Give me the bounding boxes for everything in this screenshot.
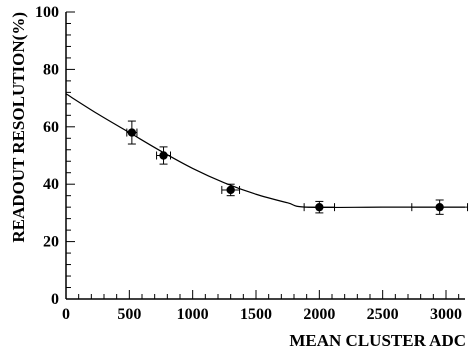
x-tick-label: 2500 [367,306,399,323]
marker [435,202,444,212]
ticks [65,11,460,300]
fit-curve [65,93,465,209]
marker [226,185,235,195]
marker [315,202,324,212]
y-tick-label: 100 [35,4,59,21]
y-tick-label: 20 [43,234,59,251]
x-tick-label: 1500 [240,306,272,323]
y-tick-label: 60 [43,119,59,136]
marker [159,151,168,160]
data-point [303,200,336,214]
x-tick-label: 0 [62,306,70,323]
y-tick-label: 80 [43,61,59,78]
tick-labels: 0 500 1000 1500 2000 2500 3000 0 20 40 60 80 100 [35,4,462,323]
marker [127,128,137,137]
x-tick-label: 2000 [303,306,335,323]
y-tick-label: 0 [51,291,59,308]
data-point [411,199,469,215]
data-point [221,183,241,197]
x-tick-label: 3000 [430,306,462,323]
y-axis-title: READOUT RESOLUTION(%) [9,12,28,243]
axes [65,12,465,300]
data-points [126,120,469,215]
x-tick-label: 500 [117,306,141,323]
data-point [126,120,138,145]
x-tick-label: 1000 [177,306,209,323]
data-point [156,146,171,165]
x-axis-title: MEAN CLUSTER ADC [289,331,466,350]
y-tick-label: 40 [43,176,59,193]
